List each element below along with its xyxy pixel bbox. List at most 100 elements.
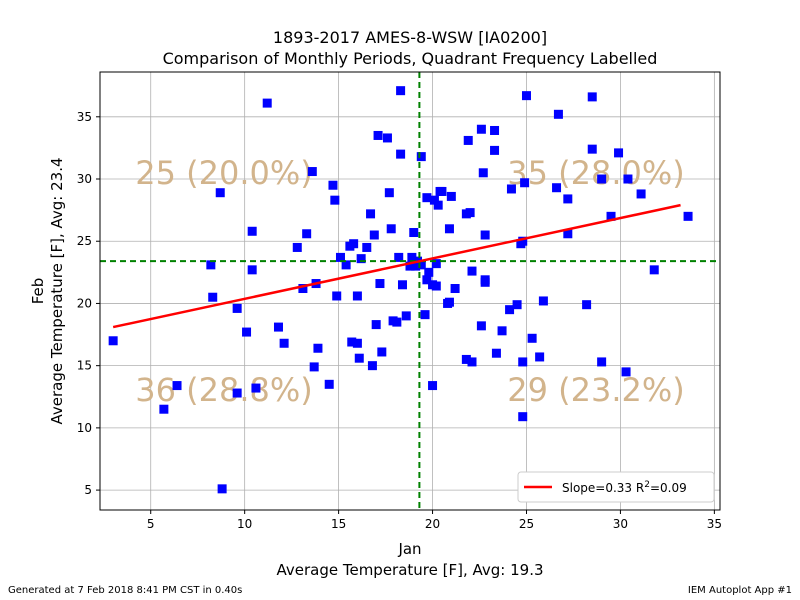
data-point [242, 327, 252, 337]
y-axis-label-line-1: Feb [29, 278, 47, 305]
data-point [108, 336, 118, 346]
y-tick-label: 35 [77, 110, 92, 124]
data-point [476, 124, 486, 134]
grid-lines [100, 72, 720, 510]
legend-label: Slope=0.33 R2=0.09 [562, 480, 687, 495]
data-point [251, 383, 261, 393]
data-point [366, 209, 376, 219]
data-point [159, 404, 169, 414]
x-tick-label: 30 [613, 517, 628, 531]
data-point [597, 174, 607, 184]
data-point [433, 200, 443, 210]
quadrant-labels: 25 (20.0%) 35 (28.0%) 36 (28.8%) 29 (23.2%) [135, 154, 685, 409]
data-point [416, 260, 426, 270]
data-point [636, 189, 646, 199]
data-point [394, 252, 404, 262]
x-axis-label-line-1: Jan [397, 540, 421, 558]
y-tick-label: 5 [84, 483, 92, 497]
data-point [341, 260, 351, 270]
data-point [392, 317, 402, 327]
x-tick-label: 15 [331, 517, 346, 531]
data-point [582, 300, 592, 310]
data-point [497, 326, 507, 336]
data-point [437, 186, 447, 196]
quadrant-label-top-left: 25 (20.0%) [135, 154, 313, 192]
footer-app-text: IEM Autoplot App #1 [687, 585, 792, 596]
data-point [332, 291, 342, 301]
data-point [411, 261, 421, 271]
data-point [409, 228, 419, 238]
data-point [382, 133, 392, 143]
quadrant-label-bottom-right: 29 (23.2%) [507, 371, 685, 409]
y-tick-label: 30 [77, 172, 92, 186]
chart-title-line-2: Comparison of Monthly Periods, Quadrant … [163, 49, 658, 68]
data-point [518, 412, 528, 422]
data-point [371, 320, 381, 330]
data-point [465, 208, 475, 218]
data-point [429, 195, 439, 205]
data-point [553, 109, 563, 119]
data-point [313, 343, 323, 353]
data-point [476, 321, 486, 331]
y-axis-label-line-2: Average Temperature [F], Avg: 23.4 [48, 157, 66, 424]
data-point [506, 184, 516, 194]
data-point [397, 280, 407, 290]
y-tick-label: 15 [77, 359, 92, 373]
data-point [356, 254, 366, 264]
data-point [649, 265, 659, 275]
data-point [614, 148, 624, 158]
data-point [309, 362, 319, 372]
data-point [405, 261, 415, 271]
data-point [424, 267, 434, 277]
data-point [491, 348, 501, 358]
data-point [444, 224, 454, 234]
data-point [328, 180, 338, 190]
data-point [208, 292, 218, 302]
data-point [480, 275, 490, 285]
data-point [463, 135, 473, 145]
data-point [535, 352, 545, 362]
quadrant-label-top-right: 35 (28.0%) [507, 154, 685, 192]
data-point [362, 242, 372, 252]
data-point [518, 236, 528, 246]
data-point [422, 193, 432, 203]
data-point [172, 381, 182, 391]
data-point [298, 284, 308, 294]
x-axis-label-line-2: Average Temperature [F], Avg: 19.3 [276, 561, 543, 579]
data-point [396, 149, 406, 159]
data-point [401, 311, 411, 321]
data-point [467, 357, 477, 367]
footer-generated-text: Generated at 7 Feb 2018 8:41 PM CST in 0… [8, 585, 243, 596]
data-point [330, 195, 340, 205]
x-tick-label: 5 [147, 517, 155, 531]
data-point [369, 230, 379, 240]
data-point [606, 211, 616, 221]
y-tick-label: 20 [77, 296, 92, 310]
data-point [520, 178, 530, 188]
data-point [490, 145, 500, 155]
average-lines [100, 72, 720, 510]
data-point [279, 338, 289, 348]
data-point [347, 337, 357, 347]
data-point [478, 168, 488, 178]
plot-area-frame [99, 71, 721, 511]
data-point [431, 259, 441, 269]
data-point [302, 229, 312, 239]
data-point [505, 305, 515, 315]
data-point [349, 239, 359, 249]
data-point [386, 224, 396, 234]
data-point [217, 484, 227, 494]
data-point [446, 191, 456, 201]
data-point [352, 291, 362, 301]
x-tick-label: 20 [425, 517, 440, 531]
data-point [518, 357, 528, 367]
y-tick-label: 10 [77, 421, 92, 435]
data-point [422, 275, 432, 285]
data-point [420, 310, 430, 320]
data-point [292, 242, 302, 252]
data-point [232, 303, 242, 313]
data-point [587, 144, 597, 154]
data-point [354, 353, 364, 363]
data-point [431, 281, 441, 291]
